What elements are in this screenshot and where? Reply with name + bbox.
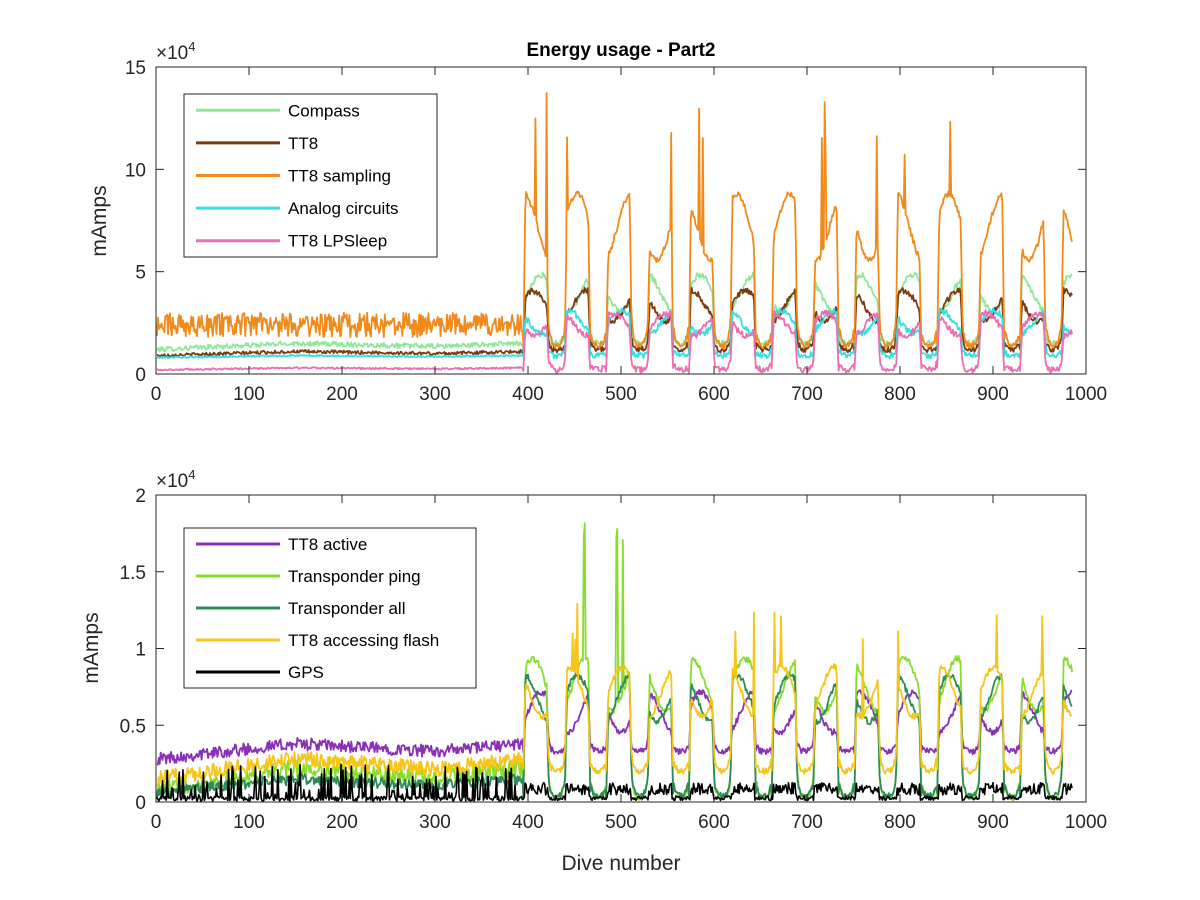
top-x-tick-label: 900	[977, 384, 1009, 405]
top-x-tick-label: 400	[512, 384, 544, 405]
top-y-exponent: ×104	[156, 39, 195, 64]
top-legend-label: TT8 LPSleep	[288, 232, 387, 251]
bottom-legend-label: TT8 active	[288, 535, 367, 554]
bottom-x-axis-label: Dive number	[561, 852, 680, 875]
top-x-tick-label: 0	[151, 384, 162, 405]
bottom-y-tick-label: 0	[135, 793, 146, 814]
bottom-legend: TT8 active Transponder ping Transponder al…	[183, 527, 477, 689]
bottom-y-exponent: ×104	[156, 467, 195, 492]
bottom-legend-label: GPS	[288, 663, 324, 682]
top-series-line-tt8-sampling	[156, 92, 1073, 350]
top-y-tick-label: 5	[135, 263, 146, 284]
top-legend-label: Compass	[288, 101, 360, 120]
top-x-tick-label: 500	[605, 384, 637, 405]
bottom-y-tick-label: 1.5	[120, 563, 146, 584]
top-legend-label: TT8	[288, 134, 318, 153]
bottom-series-line-gps	[156, 763, 1073, 802]
top-x-tick-label: 100	[233, 384, 265, 405]
top-x-tick-label: 800	[884, 384, 916, 405]
bottom-x-tick-label: 600	[698, 812, 730, 833]
bottom-legend-label: Transponder ping	[288, 567, 421, 586]
bottom-y-axis-label: mAmps	[80, 612, 103, 683]
bottom-x-tick-label: 0	[151, 812, 162, 833]
bottom-x-tick-label: 1000	[1065, 812, 1107, 833]
top-y-tick-label: 15	[125, 58, 146, 79]
bottom-y-tick-label: 0.5	[120, 716, 146, 737]
bottom-x-tick-label: 800	[884, 812, 916, 833]
bottom-x-tick-label: 200	[326, 812, 358, 833]
bottom-x-tick-label: 900	[977, 812, 1009, 833]
top-legend: Compass TT8 TT8 sampling Analog circuits TT8…	[183, 93, 438, 258]
top-chart-title: Energy usage - Part2	[526, 40, 715, 61]
top-series-line-tt8-lpsleep	[156, 309, 1073, 374]
top-x-tick-label: 1000	[1065, 384, 1107, 405]
bottom-y-tick-label: 2	[135, 486, 146, 507]
bottom-x-tick-label: 300	[419, 812, 451, 833]
top-x-tick-label: 300	[419, 384, 451, 405]
bottom-x-tick-label: 100	[233, 812, 265, 833]
bottom-x-tick-label: 400	[512, 812, 544, 833]
top-y-tick-label: 0	[135, 365, 146, 386]
top-x-tick-label: 700	[791, 384, 823, 405]
top-series-group	[156, 92, 1073, 374]
top-x-ticks: 0 100 200 300 400 500 600 700 800 900 1000	[151, 67, 1107, 405]
bottom-legend-label: Transponder all	[288, 599, 406, 618]
top-axes: 0 100 200 300 400 500 600 700 800 900 1000 051015 …	[88, 39, 1107, 405]
top-legend-label: TT8 sampling	[288, 167, 391, 186]
top-x-tick-label: 200	[326, 384, 358, 405]
top-legend-label: Analog circuits	[288, 199, 399, 218]
bottom-series-group	[156, 522, 1073, 802]
top-y-axis-label: mAmps	[88, 185, 111, 256]
bottom-x-ticks: 0 100 200 300 400 500 600 700 800 900 1000	[151, 495, 1107, 833]
top-y-tick-label: 10	[125, 160, 146, 181]
top-x-tick-label: 600	[698, 384, 730, 405]
bottom-legend-label: TT8 accessing flash	[288, 631, 439, 650]
bottom-x-tick-label: 500	[605, 812, 637, 833]
bottom-y-tick-label: 1	[135, 640, 146, 661]
top-series-line-tt8	[156, 286, 1073, 358]
bottom-series-line-tt8-accessing-flash	[156, 602, 1073, 787]
bottom-y-ticks: 0 0.5 1 1.5 2	[120, 486, 1086, 814]
bottom-x-tick-label: 700	[791, 812, 823, 833]
bottom-axes: 0 100 200 300 400 500 600 700 800 900 1000 0 0.5 1 1.…	[80, 467, 1107, 875]
top-y-ticks: 0 5 10 15	[125, 58, 1086, 386]
